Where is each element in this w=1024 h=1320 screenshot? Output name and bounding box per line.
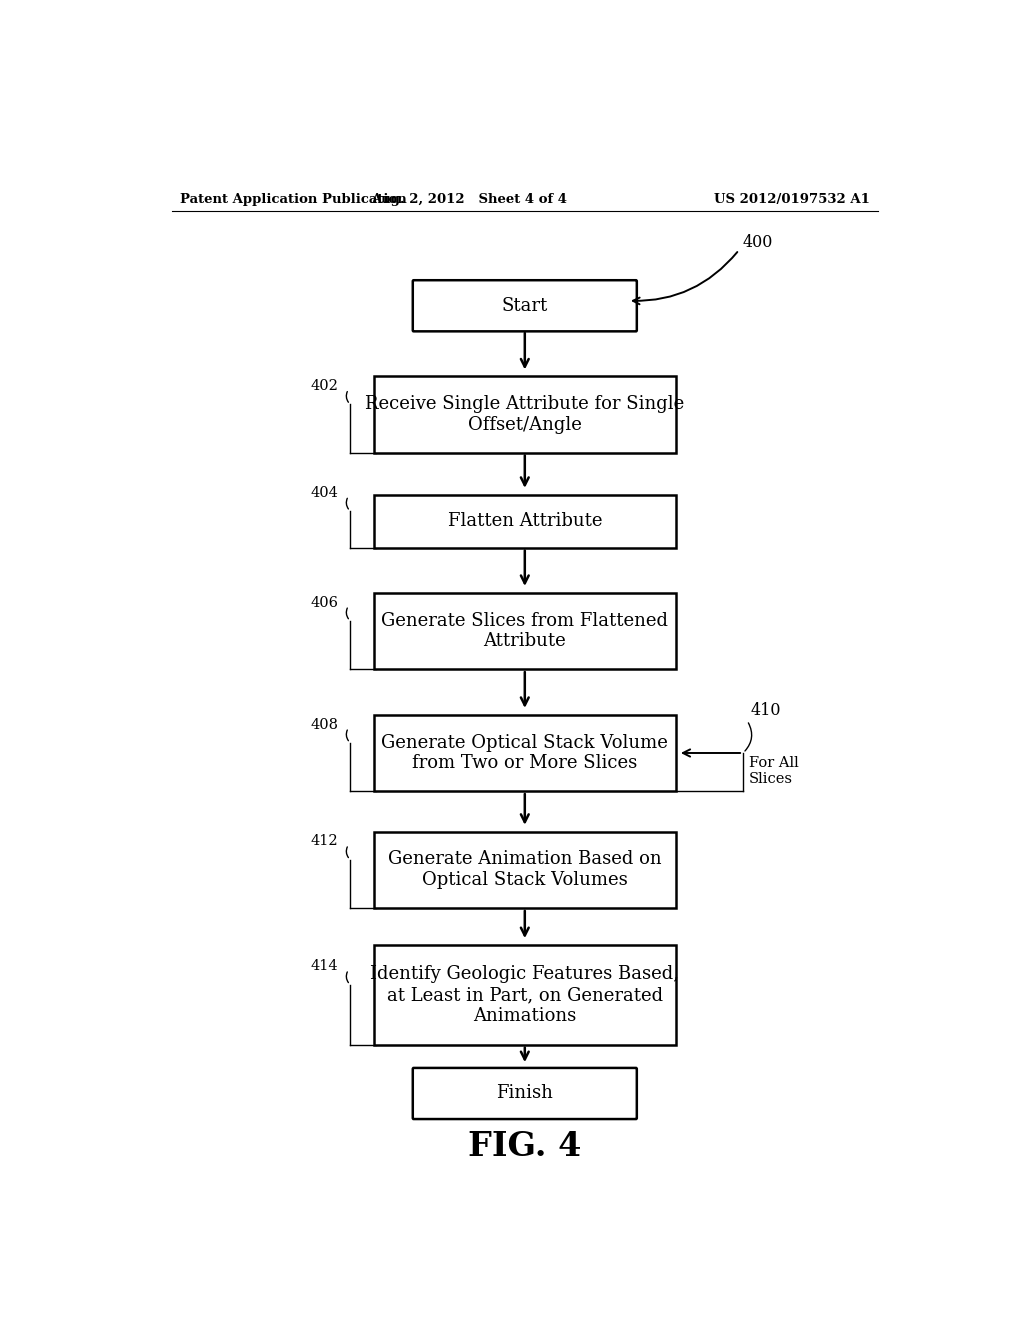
Text: 402: 402 <box>310 379 338 393</box>
Text: US 2012/0197532 A1: US 2012/0197532 A1 <box>714 193 870 206</box>
Bar <box>374 593 676 669</box>
Bar <box>374 832 676 908</box>
Text: For All
Slices: For All Slices <box>749 756 799 787</box>
Text: 406: 406 <box>310 595 338 610</box>
Text: 414: 414 <box>310 960 338 973</box>
Text: 410: 410 <box>751 702 781 719</box>
Text: Generate Animation Based on
Optical Stack Volumes: Generate Animation Based on Optical Stac… <box>388 850 662 890</box>
Text: Patent Application Publication: Patent Application Publication <box>179 193 407 206</box>
Text: Finish: Finish <box>497 1085 553 1102</box>
Text: 400: 400 <box>743 234 773 251</box>
FancyBboxPatch shape <box>413 1068 637 1119</box>
Text: Generate Optical Stack Volume
from Two or More Slices: Generate Optical Stack Volume from Two o… <box>381 734 669 772</box>
Bar <box>374 715 676 791</box>
Text: 408: 408 <box>310 718 338 731</box>
Text: 404: 404 <box>310 486 338 500</box>
Text: Receive Single Attribute for Single
Offset/Angle: Receive Single Attribute for Single Offs… <box>366 395 684 434</box>
Text: Aug. 2, 2012   Sheet 4 of 4: Aug. 2, 2012 Sheet 4 of 4 <box>372 193 567 206</box>
Text: 412: 412 <box>310 834 338 849</box>
Bar <box>374 376 676 453</box>
Bar <box>374 945 676 1044</box>
FancyBboxPatch shape <box>413 280 637 331</box>
Bar <box>374 495 676 548</box>
Text: Flatten Attribute: Flatten Attribute <box>447 512 602 531</box>
Text: FIG. 4: FIG. 4 <box>468 1130 582 1163</box>
Text: Identify Geologic Features Based,
at Least in Part, on Generated
Animations: Identify Geologic Features Based, at Lea… <box>371 965 679 1024</box>
Text: Generate Slices from Flattened
Attribute: Generate Slices from Flattened Attribute <box>381 611 669 651</box>
Text: Start: Start <box>502 297 548 314</box>
